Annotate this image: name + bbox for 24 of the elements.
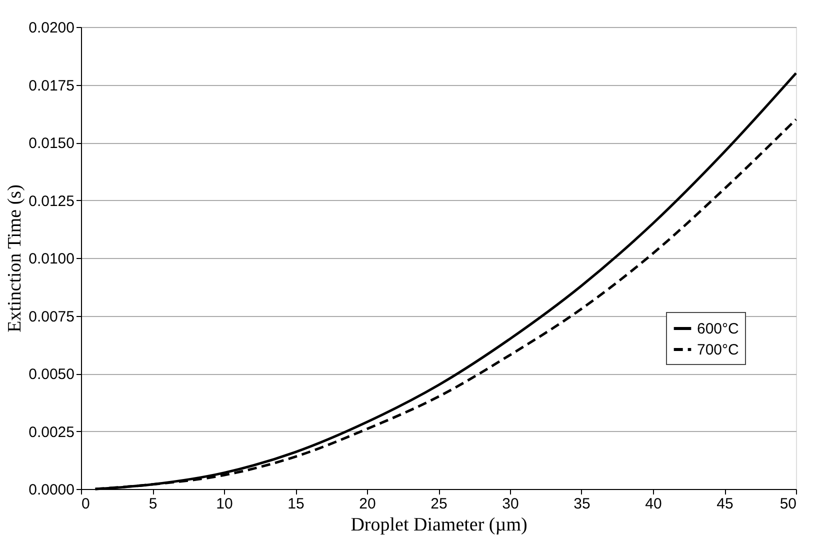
y-tick-label: 0.0175 [28, 77, 74, 94]
y-tick-label: 0.0025 [28, 424, 74, 441]
y-tick-label: 0.0050 [28, 366, 74, 383]
y-tick-label: 0.0075 [28, 308, 74, 326]
x-tick-label: 40 [645, 496, 662, 512]
x-tick-label: 0 [82, 496, 90, 512]
x-tick-label: 5 [148, 496, 158, 512]
legend-label: 700°C [697, 342, 740, 358]
y-tick-label: 0.0200 [28, 20, 74, 36]
x-tick-label: 35 [574, 496, 590, 512]
x-tick-label: 25 [430, 496, 448, 512]
y-tick-label: 0.0150 [28, 135, 74, 152]
y-axis-title: Extinction Time (s) [4, 184, 26, 332]
legend-label: 600°C [697, 320, 740, 338]
y-tick-label: 0.0000 [28, 482, 74, 498]
x-axis-title: Droplet Diameter (µm) [350, 514, 528, 536]
x-tick-label: 15 [288, 496, 304, 512]
y-tick-label: 0.0125 [28, 192, 74, 210]
x-tick-label: 30 [502, 496, 519, 512]
x-tick-label: 10 [216, 496, 233, 512]
x-tick-label: 20 [359, 496, 376, 512]
x-tick-label: 45 [716, 496, 734, 512]
x-tick-label: 50 [780, 496, 796, 512]
y-tick-label: 0.0100 [28, 250, 74, 268]
